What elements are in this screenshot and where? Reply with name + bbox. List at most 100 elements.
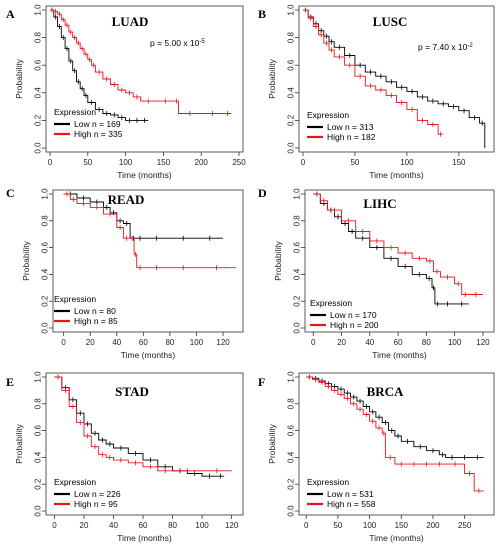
y-tick-label: 0.4: [34, 87, 43, 99]
plot-frame: [304, 189, 495, 333]
survival-curve-high: [50, 9, 232, 114]
y-axis-label: Probability: [21, 240, 31, 280]
x-tick-label: 60: [139, 338, 148, 347]
panel-title: LUAD: [112, 14, 149, 29]
x-tick-label: 0: [311, 338, 316, 347]
panel-letter: F: [258, 375, 265, 389]
x-axis-label: Time (months): [369, 533, 424, 543]
p-value: p = 7.40 x 10-2: [418, 42, 473, 52]
y-tick-label: 1.0: [287, 4, 296, 16]
panel-title: LIHC: [363, 196, 396, 211]
y-axis-label: Probability: [267, 423, 277, 463]
x-tick-label: 20: [337, 338, 346, 347]
x-tick-label: 150: [452, 158, 466, 167]
y-tick-label: 0.0: [34, 505, 43, 517]
legend-title: Expression: [54, 294, 96, 304]
panel-letter: C: [6, 186, 15, 200]
y-tick-label: 0.0: [34, 142, 43, 154]
y-tick-label: 0.8: [41, 215, 50, 227]
y-tick-label: 0.2: [287, 478, 296, 490]
legend-label-high: High n = 200: [330, 320, 379, 330]
y-tick-label: 0.4: [293, 268, 302, 280]
y-tick-label: 0.0: [293, 322, 302, 334]
y-tick-label: 0.2: [34, 114, 43, 126]
x-tick-label: 100: [190, 338, 204, 347]
plot-frame: [298, 372, 495, 516]
plot-frame: [45, 372, 244, 516]
y-tick-label: 0.0: [287, 505, 296, 517]
y-tick-label: 0.8: [287, 31, 296, 43]
panel-a: 0.0 0.2 0.4 0.6 0.8 1.0 0 50 100 150 200 250 Time (m…: [6, 4, 246, 180]
x-tick-label: 50: [333, 521, 342, 530]
panel-f: 0.0 0.2 0.4 0.6 0.8 1.0 0 50 100 150 200 250 Time (m…: [258, 371, 495, 543]
panel-letter: E: [6, 375, 14, 389]
x-tick-label: 0: [301, 158, 306, 167]
y-tick-label: 1.0: [41, 188, 50, 200]
survival-curve-high: [63, 193, 237, 269]
legend-label-low: Low n = 169: [74, 119, 121, 129]
x-tick-label: 50: [83, 158, 92, 167]
x-tick-label: 120: [476, 338, 490, 347]
y-tick-label: 0.6: [293, 241, 302, 253]
y-axis-label: Probability: [273, 240, 283, 280]
y-tick-label: 0.2: [293, 295, 302, 307]
x-tick-label: 60: [394, 338, 403, 347]
x-tick-label: 100: [119, 158, 133, 167]
panel-title: BRCA: [367, 384, 404, 399]
x-tick-label: 100: [448, 338, 462, 347]
x-tick-label: 80: [422, 338, 431, 347]
y-tick-label: 0.8: [293, 215, 302, 227]
x-axis-label: Time (months): [372, 350, 427, 360]
x-tick-label: 100: [400, 158, 414, 167]
x-tick-label: 20: [80, 521, 89, 530]
panel-e: 0.0 0.2 0.4 0.6 0.8 1.0 0 20 40 60 80 100 120 Time (m…: [6, 371, 244, 543]
x-tick-label: 0: [52, 521, 57, 530]
y-axis-label: Probability: [14, 423, 24, 463]
y-tick-label: 0.8: [287, 398, 296, 410]
legend-label-high: High n = 85: [74, 316, 118, 326]
y-tick-label: 0.8: [34, 398, 43, 410]
legend-label-low: Low n = 170: [330, 310, 377, 320]
legend-title: Expression: [54, 107, 96, 117]
legend-label-low: Low n = 313: [327, 122, 374, 132]
y-tick-label: 0.6: [34, 59, 43, 71]
y-tick-label: 0.6: [287, 424, 296, 436]
x-tick-label: 20: [86, 338, 95, 347]
x-tick-label: 80: [165, 338, 174, 347]
legend-label-low: Low n = 226: [74, 489, 121, 499]
x-tick-label: 200: [426, 521, 440, 530]
y-tick-label: 0.6: [34, 424, 43, 436]
x-tick-label: 250: [458, 521, 472, 530]
legend-label-low: Low n = 531: [327, 489, 374, 499]
y-tick-label: 1.0: [293, 188, 302, 200]
legend-title: Expression: [54, 477, 96, 487]
panel-title: LUSC: [373, 14, 408, 29]
x-tick-label: 150: [157, 158, 171, 167]
y-tick-label: 0.0: [41, 322, 50, 334]
y-tick-label: 0.0: [287, 142, 296, 154]
x-axis-label: Time (months): [117, 533, 172, 543]
x-tick-label: 150: [395, 521, 409, 530]
plot-frame: [45, 5, 244, 153]
plot-frame: [52, 189, 244, 333]
legend-label-high: High n = 558: [327, 499, 376, 509]
y-tick-label: 0.4: [41, 268, 50, 280]
x-tick-label: 50: [350, 158, 359, 167]
panel-d: 0.0 0.2 0.4 0.6 0.8 1.0 0 20 40 60 80 100 120 Time (m…: [258, 186, 495, 360]
y-axis-label: Probability: [14, 58, 24, 98]
x-axis-label: Time (months): [369, 170, 424, 180]
x-tick-label: 100: [363, 521, 377, 530]
x-tick-label: 250: [232, 158, 246, 167]
x-axis-label: Time (months): [121, 350, 176, 360]
x-tick-label: 120: [216, 338, 230, 347]
legend-title: Expression: [310, 298, 352, 308]
y-tick-label: 0.4: [287, 87, 296, 99]
x-tick-label: 80: [168, 521, 177, 530]
legend-label-low: Low n = 80: [74, 306, 116, 316]
x-tick-label: 120: [225, 521, 239, 530]
x-tick-label: 0: [304, 521, 309, 530]
legend-label-high: High n = 182: [327, 132, 376, 142]
y-tick-label: 0.2: [41, 295, 50, 307]
panel-b: 0.0 0.2 0.4 0.6 0.8 1.0 0 50 100 150 Time (months)…: [258, 4, 495, 180]
